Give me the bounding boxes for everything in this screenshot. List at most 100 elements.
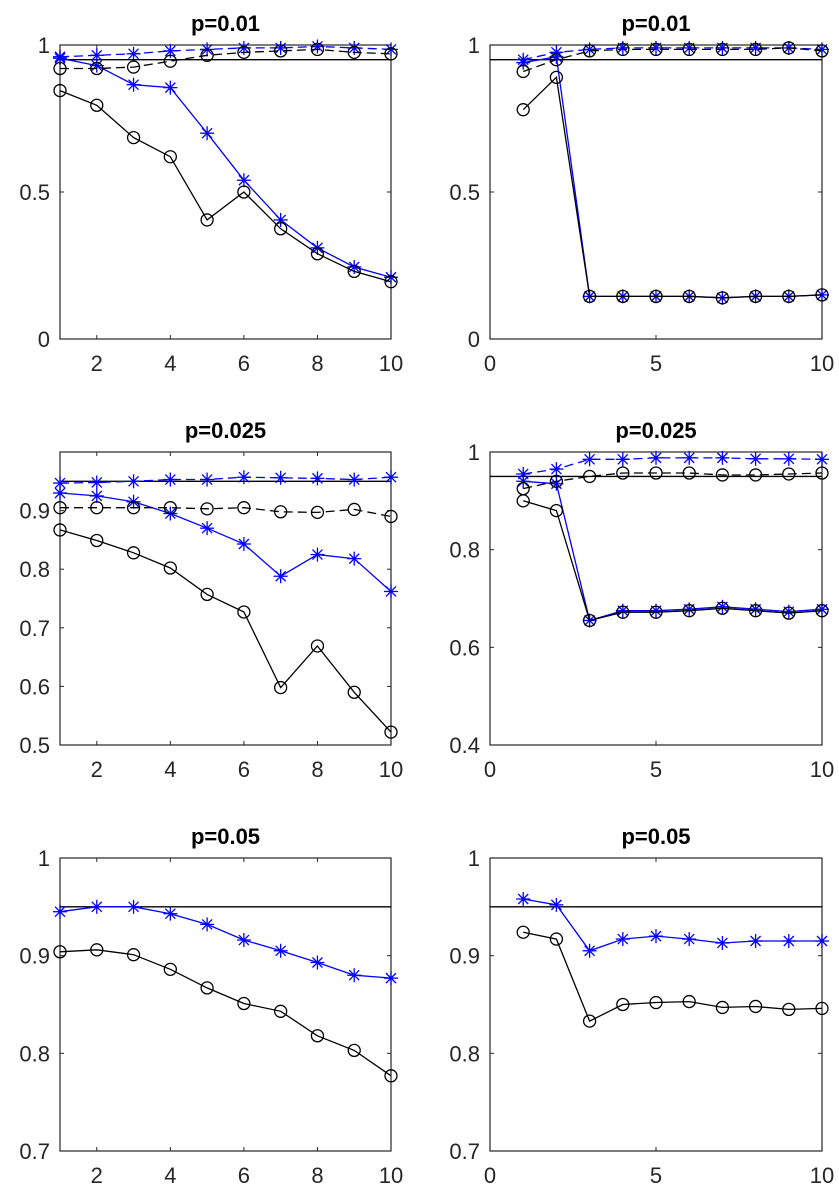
series-line xyxy=(523,500,823,622)
y-tick-label: 0.7 xyxy=(19,1139,50,1164)
star-marker xyxy=(53,51,67,66)
circle-marker xyxy=(649,995,663,1010)
circle-marker xyxy=(347,685,361,699)
circle-marker xyxy=(310,639,325,653)
y-tick-label: 0.8 xyxy=(449,1041,480,1066)
y-tick-label: 0.9 xyxy=(19,499,50,524)
y-tick-label: 1 xyxy=(38,33,50,58)
circle-marker xyxy=(582,44,597,58)
circle-marker xyxy=(649,605,663,619)
circle-marker xyxy=(90,61,104,76)
series-line xyxy=(523,931,823,1022)
star-marker xyxy=(715,935,730,950)
axes-box xyxy=(59,44,392,340)
circle-marker xyxy=(274,680,288,695)
x-tick-label: 2 xyxy=(91,1163,103,1188)
circle-marker xyxy=(163,561,177,575)
x-tick-label: 8 xyxy=(311,757,323,782)
panel-6: 0 5 10 0.7 0.8 0.9 1 p=0.05 xyxy=(449,824,834,1188)
circle-marker xyxy=(90,943,104,957)
circle-marker xyxy=(384,1069,398,1083)
panel-1: 2 4 6 8 10 0 0.5 1 p=0.01 xyxy=(19,11,403,376)
circle-marker xyxy=(274,505,288,519)
star-marker xyxy=(384,584,398,599)
circle-marker xyxy=(53,83,67,98)
axes-box xyxy=(59,857,392,1152)
x-tick-label: 2 xyxy=(91,351,103,376)
circle-marker xyxy=(516,494,530,508)
circle-marker xyxy=(549,932,564,946)
x-tick-label: 0 xyxy=(484,757,496,782)
circle-marker xyxy=(274,44,288,58)
circle-marker xyxy=(616,997,630,1012)
star-marker xyxy=(347,551,362,566)
star-marker xyxy=(236,933,251,948)
star-marker xyxy=(748,451,763,466)
x-tick-label: 2 xyxy=(91,757,103,782)
circle-marker xyxy=(649,289,663,304)
x-tick-label: 4 xyxy=(164,351,176,376)
circle-marker xyxy=(200,213,214,227)
panel-title: p=0.05 xyxy=(191,824,260,849)
y-tick-label: 0.5 xyxy=(19,180,50,205)
circle-marker xyxy=(274,222,288,236)
circle-marker xyxy=(53,945,67,959)
panel-title: p=0.01 xyxy=(621,11,690,36)
y-tick-label: 0.9 xyxy=(19,944,50,969)
x-tick-label: 8 xyxy=(311,351,323,376)
panel-title: p=0.05 xyxy=(621,824,690,849)
star-marker xyxy=(163,43,178,58)
star-marker xyxy=(236,173,251,188)
star-marker xyxy=(89,475,104,490)
star-marker xyxy=(273,470,288,485)
star-marker xyxy=(649,450,663,465)
circle-marker xyxy=(200,48,214,62)
circle-marker xyxy=(748,42,763,57)
circle-marker xyxy=(347,1043,361,1058)
y-tick-label: 0 xyxy=(468,327,480,352)
star-marker xyxy=(53,476,67,491)
star-marker xyxy=(347,968,362,983)
y-tick-label: 0.4 xyxy=(449,733,480,758)
x-tick-label: 6 xyxy=(238,1163,250,1188)
star-marker xyxy=(582,452,597,467)
star-marker xyxy=(53,904,67,919)
circle-marker xyxy=(782,41,796,55)
star-marker xyxy=(347,472,362,487)
axes-box xyxy=(489,451,823,746)
star-marker xyxy=(384,971,398,986)
x-tick-label: 5 xyxy=(650,1163,662,1188)
x-tick-label: 5 xyxy=(650,351,662,376)
circle-marker xyxy=(237,45,251,59)
circle-marker xyxy=(126,60,141,74)
star-marker xyxy=(273,569,288,584)
x-tick-label: 0 xyxy=(484,351,496,376)
circle-marker xyxy=(310,505,325,520)
circle-marker xyxy=(384,509,398,524)
y-tick-label: 0.7 xyxy=(449,1139,480,1164)
circle-marker xyxy=(90,533,104,548)
star-marker xyxy=(815,934,829,949)
axes-box xyxy=(59,451,392,746)
circle-marker xyxy=(715,1000,730,1015)
star-marker xyxy=(615,932,630,947)
circle-marker xyxy=(715,601,730,615)
circle-marker xyxy=(384,47,398,61)
y-tick-label: 1 xyxy=(38,846,50,871)
series-line xyxy=(523,47,823,61)
star-marker xyxy=(236,470,251,485)
circle-marker xyxy=(347,45,361,59)
circle-marker xyxy=(200,502,214,516)
panel-title: p=0.025 xyxy=(615,418,696,443)
series-line xyxy=(59,906,392,979)
y-tick-label: 0.6 xyxy=(19,674,50,699)
star-marker xyxy=(310,955,325,970)
circle-marker xyxy=(582,289,597,304)
x-tick-label: 6 xyxy=(238,351,250,376)
circle-marker xyxy=(782,606,796,620)
y-tick-label: 0 xyxy=(38,327,50,352)
series-line xyxy=(523,472,823,490)
circle-marker xyxy=(126,130,141,145)
circle-marker xyxy=(748,289,763,304)
star-marker xyxy=(89,488,104,503)
